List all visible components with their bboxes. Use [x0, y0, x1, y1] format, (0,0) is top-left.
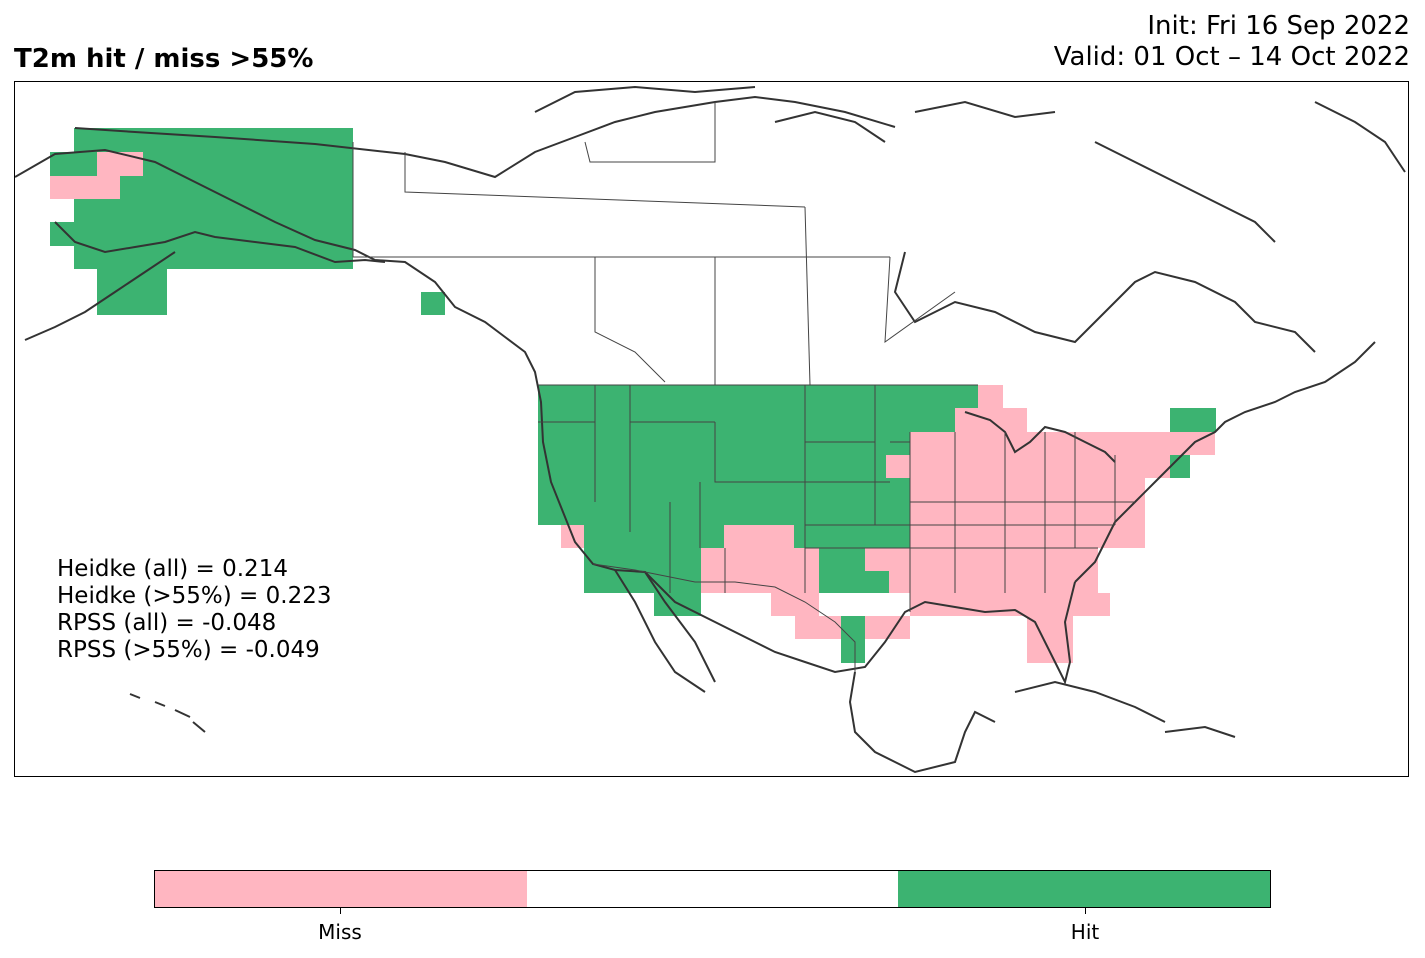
miss-cell — [97, 152, 143, 176]
tick-hit — [1085, 908, 1086, 914]
hit-cell — [654, 593, 701, 616]
colorbar — [154, 870, 1271, 908]
miss-cell — [910, 478, 1145, 548]
miss-cell — [771, 593, 819, 616]
miss-cell — [910, 432, 1215, 455]
colorbar-hit — [898, 871, 1271, 907]
great-lakes — [964, 411, 1116, 463]
miss-cell — [865, 548, 910, 571]
baja-california — [614, 569, 706, 693]
hit-cell — [584, 548, 724, 571]
miss-cell — [886, 455, 1170, 478]
conus-miss-cells — [561, 385, 1215, 663]
arctic-islands — [534, 85, 1406, 243]
miss-cell — [910, 593, 1110, 616]
hit-cell — [1170, 455, 1190, 478]
init-date: Init: Fri 16 Sep 2022 — [1147, 11, 1410, 41]
rpss-55: RPSS (>55%) = -0.049 — [57, 637, 320, 663]
hit-cell — [97, 269, 167, 315]
miss-cell — [910, 571, 1098, 593]
miss-cell — [819, 616, 841, 639]
miss-cell — [889, 571, 910, 593]
colorbar-label-hit: Hit — [1070, 920, 1100, 944]
hit-cell — [584, 571, 654, 593]
coastlines — [15, 85, 1406, 774]
skill-scores: Heidke (all) = 0.214 Heidke (>55%) = 0.2… — [57, 556, 331, 664]
miss-cell — [701, 548, 819, 593]
valid-period: Valid: 01 Oct – 14 Oct 2022 — [1053, 42, 1410, 72]
alaska-cells — [50, 128, 445, 315]
alaska-canada-border — [352, 142, 395, 258]
heidke-all: Heidke (all) = 0.214 — [57, 556, 288, 582]
atlantic-coast — [1074, 341, 1376, 583]
miss-cell — [978, 385, 1003, 409]
cuba — [1014, 680, 1166, 723]
hispaniola — [1164, 725, 1236, 738]
hit-cell — [538, 502, 910, 525]
heidke-55: Heidke (>55%) = 0.223 — [57, 583, 332, 609]
colorbar-label-miss: Miss — [318, 920, 362, 944]
date-info: Init: Fri 16 Sep 2022 Valid: 01 Oct – 14… — [1054, 11, 1410, 73]
hit-cell — [819, 571, 889, 593]
miss-cell — [910, 548, 1098, 571]
territory-lines — [404, 102, 806, 208]
tick-miss — [340, 908, 341, 914]
hit-cell — [74, 128, 353, 269]
map-svg — [15, 85, 1406, 774]
province-lines — [594, 206, 956, 386]
us-mexico-border — [592, 563, 856, 672]
alaska-peninsula — [24, 251, 176, 341]
arctic-coast — [74, 95, 896, 179]
pacific-coast — [15, 148, 716, 683]
mexico-coast — [848, 671, 996, 774]
hudson-bay — [893, 251, 1316, 353]
hit-cell — [50, 222, 74, 246]
miss-cell — [50, 176, 120, 199]
map-title: T2m hit / miss >55% — [14, 44, 314, 74]
gulf-coast — [644, 571, 1076, 685]
hit-cell — [50, 152, 74, 176]
hit-cell — [841, 639, 865, 663]
rpss-all: RPSS (all) = -0.048 — [57, 610, 277, 636]
hawaii — [129, 693, 206, 733]
miss-cell — [795, 616, 819, 639]
hit-cell — [1170, 408, 1216, 432]
alaska-south-coast — [54, 221, 386, 264]
state-lines — [538, 385, 1135, 612]
colorbar-neutral — [526, 871, 899, 907]
borders — [352, 102, 1135, 672]
map-panel — [14, 81, 1409, 777]
miss-cell — [865, 616, 910, 639]
hit-cell — [421, 292, 445, 315]
colorbar-miss — [155, 871, 527, 907]
